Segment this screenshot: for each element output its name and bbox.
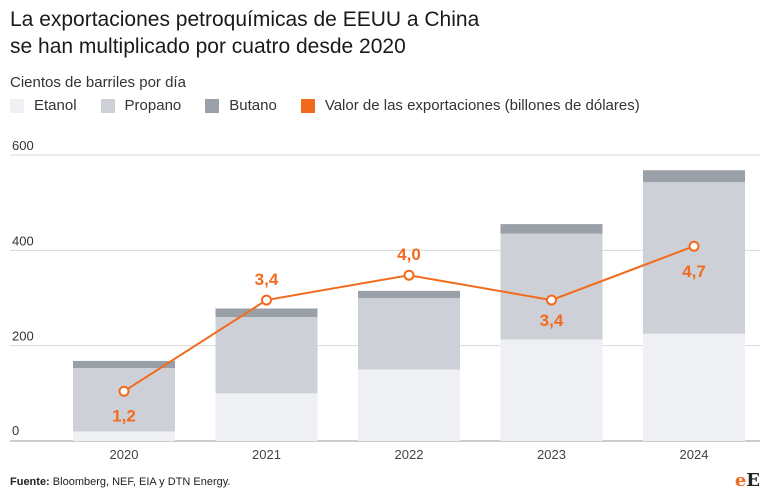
legend-item-butano: Butano bbox=[205, 97, 277, 114]
legend-item-propano: Propano bbox=[100, 97, 182, 114]
legend-item-etanol: Etanol bbox=[10, 97, 77, 114]
legend-swatch-butano bbox=[205, 98, 220, 113]
bar-butano-2021 bbox=[215, 308, 318, 318]
bar-propano-2022 bbox=[358, 298, 460, 370]
legend-label-etanol: Etanol bbox=[34, 97, 77, 114]
logo-e: e bbox=[734, 470, 747, 491]
chart-title-line-2: se han multiplicado por cuatro desde 202… bbox=[10, 35, 406, 58]
bar-butano-2023 bbox=[500, 224, 603, 234]
legend-label-propano: Propano bbox=[124, 97, 182, 114]
point-valor-2020 bbox=[118, 385, 130, 397]
data-label-valor-2021: 3,4 bbox=[255, 270, 279, 289]
legend-item-valor: Valor de las exportaciones (billones de … bbox=[300, 97, 640, 114]
x-tick-label-2020: 2020 bbox=[110, 447, 139, 462]
chart-title-line-1: La exportaciones petroquímicas de EEUU a… bbox=[10, 8, 480, 31]
data-label-valor-2023: 3,4 bbox=[540, 311, 564, 330]
source-label: Fuente: bbox=[10, 476, 50, 488]
bar-butano-2024 bbox=[643, 170, 745, 183]
bar-etanol-2024 bbox=[643, 333, 745, 441]
y-tick-label-600: 600 bbox=[12, 138, 34, 153]
data-label-valor-2020: 1,2 bbox=[112, 406, 136, 425]
bar-etanol-2020 bbox=[73, 431, 175, 441]
point-valor-2023 bbox=[546, 294, 557, 306]
bar-butano-2022 bbox=[358, 290, 460, 298]
x-tick-label-2023: 2023 bbox=[537, 447, 566, 462]
legend-label-valor: Valor de las exportaciones (billones de … bbox=[324, 97, 640, 114]
bar-butano-2020 bbox=[73, 360, 175, 369]
data-label-valor-2024: 4,7 bbox=[682, 262, 706, 281]
x-tick-label-2022: 2022 bbox=[395, 447, 424, 462]
bar-etanol-2023 bbox=[500, 339, 603, 441]
legend-swatch-etanol bbox=[10, 98, 24, 113]
publisher-logo: eE bbox=[735, 470, 760, 491]
x-tick-label-2021: 2021 bbox=[252, 447, 281, 462]
y-tick-label-400: 400 bbox=[12, 233, 34, 248]
y-tick-label-200: 200 bbox=[12, 329, 34, 344]
bar-propano-2021 bbox=[215, 317, 318, 394]
y-tick-label-0: 0 bbox=[12, 423, 19, 438]
bar-etanol-2022 bbox=[358, 369, 460, 441]
legend-swatch-propano bbox=[100, 98, 115, 113]
point-valor-2021 bbox=[261, 294, 272, 306]
bar-propano-2024 bbox=[643, 182, 745, 334]
chart-subtitle: Cientos de barriles por día bbox=[10, 74, 186, 91]
data-label-valor-2022: 4,0 bbox=[397, 245, 421, 264]
point-valor-2022 bbox=[403, 269, 415, 281]
source-text: Bloomberg, NEF, EIA y DTN Energy. bbox=[52, 476, 231, 488]
x-tick-label-2024: 2024 bbox=[680, 447, 709, 462]
bar-etanol-2021 bbox=[215, 393, 318, 441]
legend-label-butano: Butano bbox=[229, 97, 277, 114]
chart-title: La exportaciones petroquímicas de EEUU a… bbox=[10, 6, 750, 60]
legend-swatch-valor bbox=[300, 98, 315, 113]
source-footer: Fuente: Bloomberg, NEF, EIA y DTN Energy… bbox=[10, 476, 231, 488]
logo-E: E bbox=[746, 470, 760, 491]
bar-propano-2020 bbox=[73, 368, 175, 432]
chart-legend: Etanol Propano Butano Valor de las expor… bbox=[10, 97, 664, 114]
point-valor-2024 bbox=[688, 240, 700, 252]
